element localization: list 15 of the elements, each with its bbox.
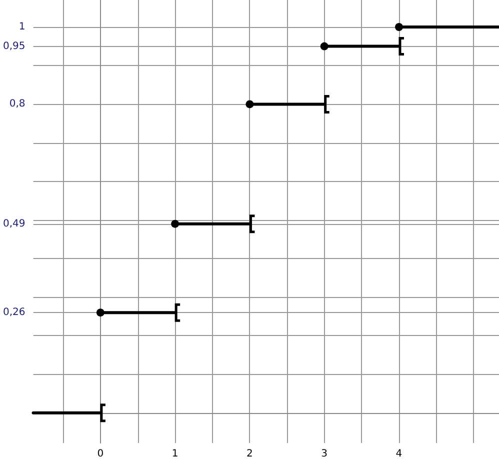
y-tick-label: 0,26 bbox=[3, 307, 26, 318]
point bbox=[394, 23, 403, 32]
y-tick-label: 0,8 bbox=[9, 98, 26, 110]
x-tick-label: 1 bbox=[172, 448, 178, 459]
point bbox=[246, 100, 254, 108]
x-tick-label: 0 bbox=[97, 448, 104, 459]
point bbox=[96, 308, 104, 317]
y-tick-label: 0,95 bbox=[3, 40, 26, 52]
point bbox=[320, 42, 328, 50]
x-tick-label: 2 bbox=[246, 448, 253, 459]
point bbox=[171, 220, 180, 228]
y-tick-label: 1 bbox=[18, 22, 26, 33]
y-tick-label: 0,49 bbox=[3, 218, 26, 230]
x-tick-label: 4 bbox=[396, 448, 402, 459]
x-tick-label: 3 bbox=[321, 448, 328, 459]
